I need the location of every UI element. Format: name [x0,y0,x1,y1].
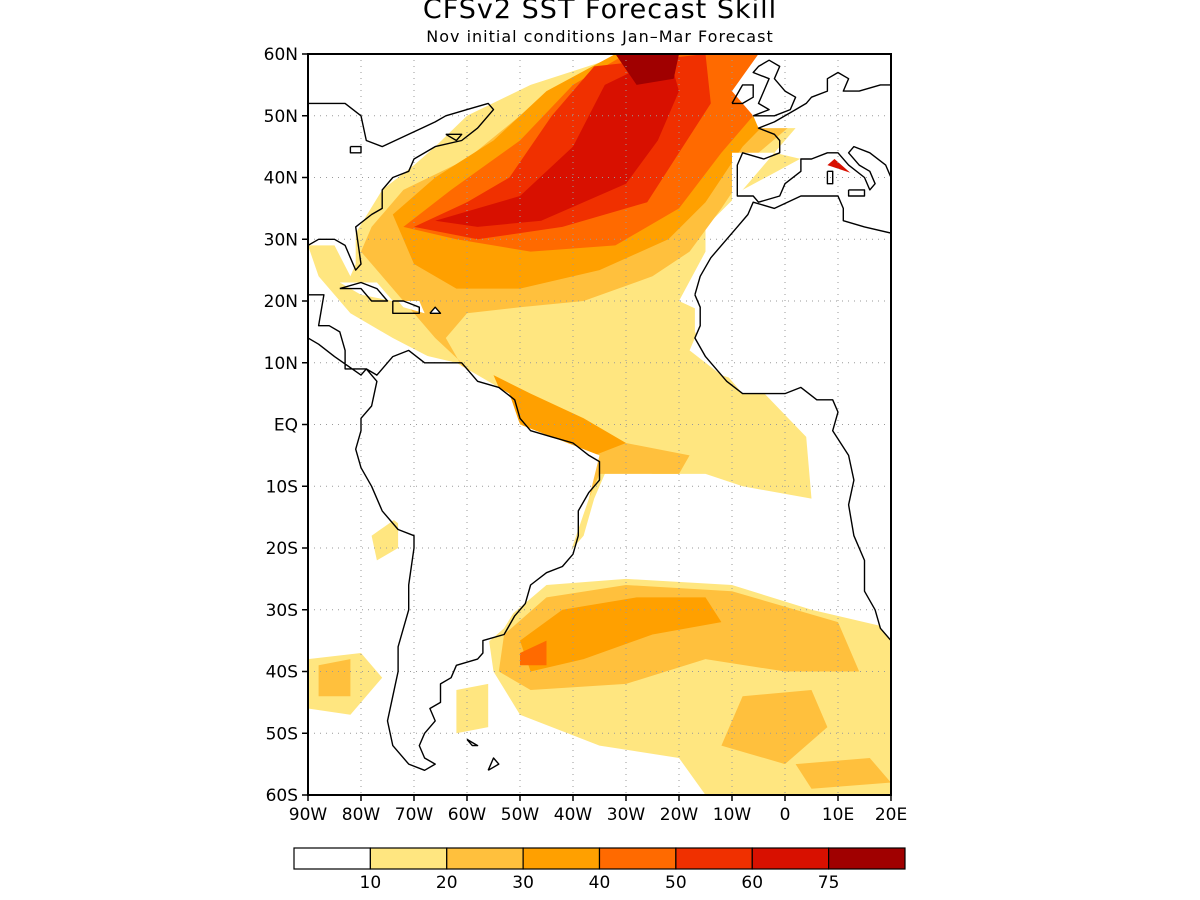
colorbar-swatch [675,847,753,870]
lat-tick-label: 50N [264,107,298,127]
land-mask [429,307,441,314]
colorbar-swatch [369,847,448,870]
lon-tick-label: 20E [875,805,907,825]
skill-region-c75 [615,54,679,85]
lon-tick-label: 80W [342,805,381,825]
coastline [736,71,891,203]
coastline [694,195,891,295]
skill-region-c40 [520,640,547,666]
lat-tick-label: 20N [264,292,298,312]
lat-tick-label: EQ [274,416,298,436]
lon-tick-label: 70W [395,805,434,825]
coastline [826,170,834,185]
lat-tick-label: 10N [264,354,298,374]
lat-tick-label: 30N [264,230,298,250]
skill-region-c10 [456,683,489,734]
coastline [392,300,420,314]
colorbar-label: 10 [360,873,382,893]
colorbar-label: 60 [741,873,763,893]
lon-tick-label: 90W [289,805,328,825]
land-mask [694,202,891,641]
lon-tick-label: 0 [780,805,791,825]
lon-tick-label: 40W [554,805,593,825]
colorbar-swatch [522,847,601,870]
land-mask [398,301,425,314]
colorbar: 10 20 30 40 50 60 75 [293,847,906,893]
lat-tick-label: 40S [266,663,298,683]
land-mask [742,66,796,116]
coastline [308,294,601,771]
colorbar-label: 20 [436,873,458,893]
land-mask [339,282,393,301]
skill-region-c20 [721,690,828,765]
lon-tick-label: 60W [448,805,487,825]
land-mask [308,54,510,277]
coastline [466,738,479,747]
colorbar-label: 50 [665,873,687,893]
lat-tick-label: 60S [266,786,298,806]
lat-tick-label: 20S [266,539,298,559]
coastline [694,294,891,642]
skill-region-c20 [318,659,351,697]
skill-region-c20 [795,758,891,789]
coastline [429,306,442,314]
colorbar-label: 75 [818,873,840,893]
coastline [731,84,754,105]
lat-tick-label: 60N [264,45,298,65]
lon-tick-label: 20W [660,805,699,825]
lon-tick-label: 10W [713,805,752,825]
lon-tick-label: 30W [607,805,646,825]
coastline [445,133,463,142]
colorbar-swatch [828,847,906,870]
colorbar-swatch [751,847,830,870]
map-plot-area [308,54,891,795]
coastline [339,281,389,302]
colorbar-swatch [598,847,677,870]
land-mask [308,294,600,765]
skill-region-c30 [493,375,626,456]
colorbar-swatch [293,847,371,870]
colorbar-label: 40 [589,873,611,893]
colorbar-label: 30 [512,873,534,893]
coastline [308,102,495,271]
lat-tick-label: 10S [266,477,298,497]
lon-tick-label: 10E [822,805,854,825]
lat-tick-label: 50S [266,724,298,744]
lat-tick-label: 40N [264,169,298,189]
coastline [487,757,500,771]
lat-tick-label: 30S [266,601,298,621]
coastline [847,189,866,197]
colorbar-swatch [446,847,524,870]
skill-region-c30 [520,597,722,672]
chart-subtitle: Nov initial conditions Jan–Mar Forecast [426,27,774,46]
map-axes: 60N 50N 40N 30N 20N 10N EQ 10S 20S 30S 40S 50S 60S90… [264,45,908,825]
coastline [349,145,362,154]
coastline [752,59,797,117]
lon-tick-label: 50W [501,805,540,825]
skill-region-c10 [371,517,399,561]
chart-title: CFSv2 SST Forecast Skill [422,0,778,25]
skill-region-c60 [435,54,679,227]
